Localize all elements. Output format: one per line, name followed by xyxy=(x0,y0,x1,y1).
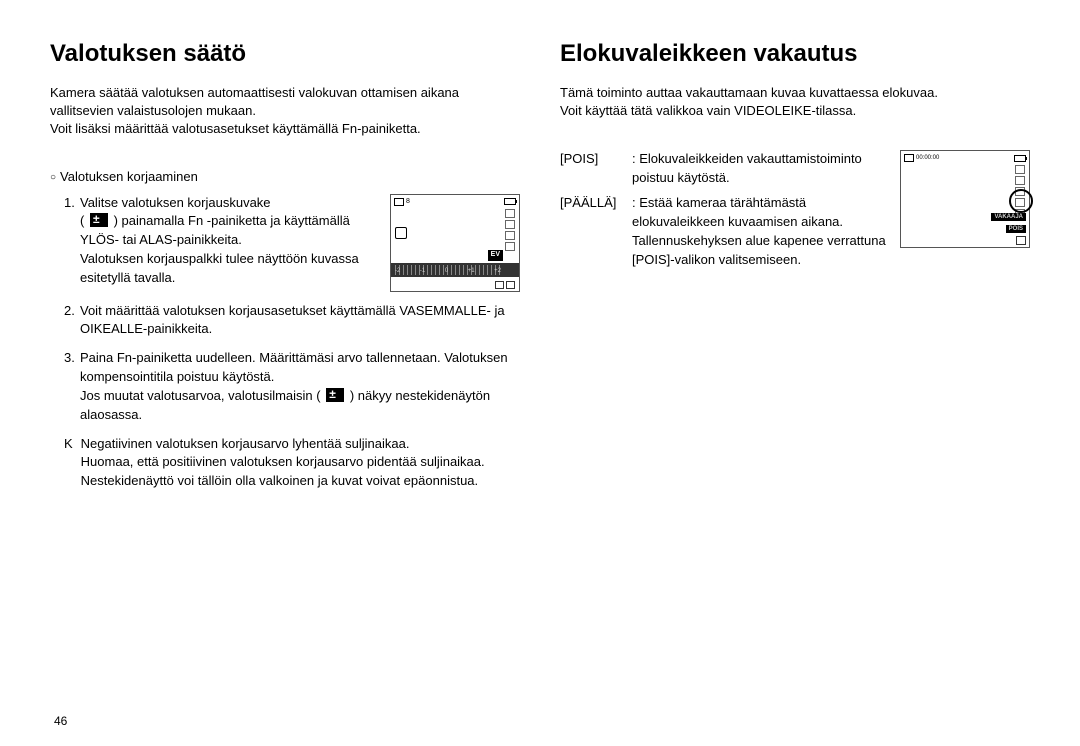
camera-icon xyxy=(394,198,404,206)
lcd2-time: 00:00:00 xyxy=(916,155,939,161)
mode-icon xyxy=(1015,165,1025,174)
bottom-icon xyxy=(495,281,504,289)
steps-list: 1. Valitse valotuksen korjauskuvake ( ) … xyxy=(64,194,520,425)
step-number: 3. xyxy=(64,349,75,368)
step1-line1: Valitse valotuksen korjauskuvake xyxy=(80,195,271,210)
battery-icon xyxy=(504,198,516,205)
face-icon xyxy=(395,227,407,239)
page-number: 46 xyxy=(54,714,67,728)
step3-line2-pre: Jos muutat valotusarvoa, valotusilmaisin… xyxy=(80,388,321,403)
note-k: K Negatiivinen valotuksen korjausarvo ly… xyxy=(64,435,520,492)
lcd-preview-stabilizer: 00:00:00 VAKAAJA POIS xyxy=(900,150,1030,248)
step3-line1: Paina Fn-painiketta uudelleen. Määrittäm… xyxy=(80,350,508,384)
step-2: 2. Voit määrittää valotuksen korjausaset… xyxy=(64,302,520,340)
left-subhead: Valotuksen korjaaminen xyxy=(50,169,520,184)
video-icon xyxy=(904,154,914,162)
lcd-preview-exposure: 8 EV xyxy=(390,194,520,292)
option-row: [POIS] Elokuvaleikkeiden vakauttamistoim… xyxy=(560,150,888,188)
option-row: [PÄÄLLÄ] Estää kameraa tärähtämästä elok… xyxy=(560,194,888,269)
note-text: Negatiivinen valotuksen korjausarvo lyhe… xyxy=(81,435,520,492)
page: Valotuksen säätö Kamera säätää valotukse… xyxy=(0,0,1080,511)
mode-icon xyxy=(1015,176,1025,185)
lcd2-label1: VAKAAJA xyxy=(991,213,1026,221)
options-table: [POIS] Elokuvaleikkeiden vakauttamistoim… xyxy=(560,150,888,269)
option-desc: Estää kameraa tärähtämästä elokuvaleikke… xyxy=(632,194,888,269)
left-title: Valotuksen säätö xyxy=(50,40,520,68)
battery-icon xyxy=(1014,155,1026,162)
ev-icon xyxy=(90,213,108,227)
right-intro: Tämä toiminto auttaa vakauttamaan kuvaa … xyxy=(560,84,1030,120)
mode-icon xyxy=(505,242,515,251)
step1-line3: Valotuksen korjauspalkki tulee näyttöön … xyxy=(80,251,359,285)
ev-label: EV xyxy=(488,250,503,260)
mode-icon xyxy=(505,231,515,240)
highlight-circle-icon xyxy=(1009,189,1033,213)
note-marker: K xyxy=(64,435,73,492)
option-desc: Elokuvaleikkeiden vakauttamistoiminto po… xyxy=(632,150,888,188)
mode-icon xyxy=(505,220,515,229)
left-intro: Kamera säätää valotuksen automaattisesti… xyxy=(50,84,520,139)
bottom-icon xyxy=(506,281,515,289)
ev-icon xyxy=(326,388,344,402)
option-label: [PÄÄLLÄ] xyxy=(560,194,622,269)
step2-text: Voit määrittää valotuksen korjausasetuks… xyxy=(80,303,505,337)
lcd1-counter: 8 xyxy=(406,197,410,207)
bottom-icon xyxy=(1016,236,1026,245)
right-title: Elokuvaleikkeen vakautus xyxy=(560,40,1030,68)
right-column: Elokuvaleikkeen vakautus Tämä toiminto a… xyxy=(560,40,1030,491)
lcd2-label2: POIS xyxy=(1006,225,1026,233)
left-column: Valotuksen säätö Kamera säätää valotukse… xyxy=(50,40,520,491)
step-number: 2. xyxy=(64,302,75,321)
step-number: 1. xyxy=(64,194,75,213)
step1-line2: painamalla Fn -painiketta ja käyttämällä… xyxy=(80,213,350,247)
option-label: [POIS] xyxy=(560,150,622,188)
ev-bar: -2 -1 0 +1 +2 xyxy=(391,263,519,277)
step-3: 3. Paina Fn-painiketta uudelleen. Määrit… xyxy=(64,349,520,424)
step-1: 1. Valitse valotuksen korjauskuvake ( ) … xyxy=(64,194,520,292)
mode-icon xyxy=(505,209,515,218)
